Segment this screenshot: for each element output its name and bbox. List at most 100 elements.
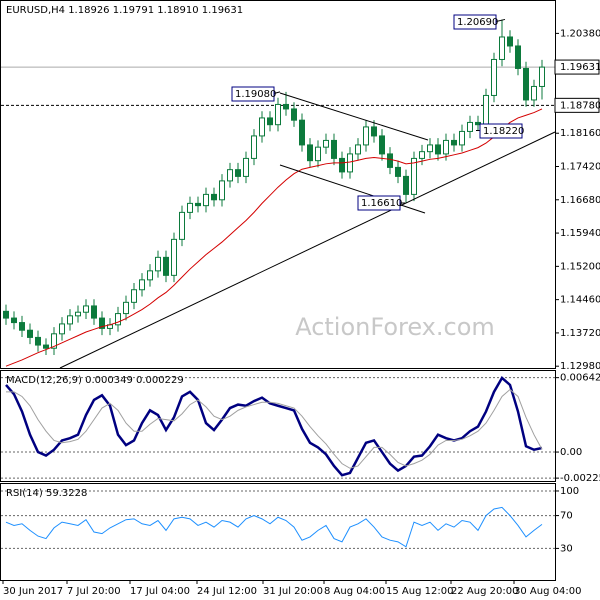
candle-body [155,256,161,272]
x-tick-label: 24 Jul 12:00 [197,586,257,597]
annotation-label: 1.16610 [361,198,402,209]
candle-body [291,108,297,121]
candle-body [443,139,449,155]
candle-body [123,301,129,315]
candle-body [211,193,217,201]
candle-body [243,157,249,177]
candle-body [363,126,369,146]
watermark: ActionForex.com [295,313,495,341]
annotation-label: 1.20690 [457,17,498,28]
y-tick-label: 0.00 [560,447,582,458]
candle-body [331,139,337,159]
candle-body [275,103,281,126]
y-tick-label: 100 [560,486,579,497]
y-tick-label: 1.14460 [560,295,600,306]
moving-average [5,108,543,367]
candle-body [507,36,513,47]
candle-body [459,130,465,146]
candle-body [195,202,201,207]
candle-body [35,336,41,346]
annotation-box [231,86,275,102]
y-tick-label: 1.13720 [560,328,600,339]
candle-body [387,153,393,168]
candle-body [531,85,537,101]
candle-body [323,139,329,148]
rsi-title: RSI(14) 59.3228 [6,488,87,499]
level-box [554,97,600,113]
y-tick-label: 0.006425 [560,373,600,384]
candle-body [51,333,57,349]
candle-body [251,135,257,159]
x-tick-label: 8 Aug 04:00 [324,586,385,597]
candle-body [347,153,353,173]
x-tick-label: 22 Aug 20:00 [451,586,518,597]
candle-body [523,67,529,101]
y-tick-label: 1.15200 [560,261,600,272]
y-tick-label: 30 [560,543,573,554]
candle-body [499,36,505,60]
candle-body [419,151,425,159]
y-tick-label: 1.18160 [560,128,600,139]
candle-body [491,58,497,96]
candle-body [339,157,345,173]
y-tick-label: 1.16680 [560,195,600,206]
y-tick-label: -0.002251 [560,473,600,484]
candle-body [235,169,241,177]
frames [0,0,556,581]
candle-body [171,238,177,276]
candle-body [467,121,473,132]
candle-body [67,315,73,325]
x-tick-label: 30 Jun 2017 [3,586,63,597]
channel-top [279,92,429,141]
annotation-box [479,123,523,139]
candle-body [59,323,65,335]
candle-body [147,270,153,281]
rsi-frame [0,483,556,581]
candle-body [539,66,545,87]
annotation-box [453,14,497,30]
chart-title: EURUSD,H4 1.18926 1.19791 1.18910 1.1963… [6,5,243,16]
last-price-label: 1.19631 [560,62,600,73]
candle-body [219,180,225,201]
candle-body [163,256,169,276]
level-label: 1.18780 [560,100,600,111]
candle-body [131,289,137,303]
indicator-line [5,506,543,548]
candle-body [371,126,377,137]
candle-body [451,139,457,146]
macd-frame [0,370,556,482]
x-tick-label: 31 Jul 20:00 [263,586,323,597]
price-layer [1,19,555,367]
x-tick-label: 15 Aug 12:00 [386,586,453,597]
x-tick-label: 17 Jul 04:00 [130,586,190,597]
candle-body [203,193,209,207]
candle-body [187,202,193,213]
candle-body [283,103,289,110]
price-frame [0,0,556,369]
annotation-label: 1.19080 [235,89,276,100]
candle-body [139,279,145,291]
macd-title: MACD(12,26,9) 0.000349 0.000229 [6,375,184,386]
candle-body [11,317,17,324]
indicator-line [6,388,543,469]
candle-body [379,135,385,155]
candle-body [427,144,433,153]
candle-body [403,175,409,195]
candle-body [267,117,273,126]
candle-body [395,166,401,177]
candle-body [19,322,25,331]
candle-body [259,117,265,137]
candle-body [299,119,305,146]
candle-body [3,310,9,319]
y-tick-label: 1.15940 [560,228,600,239]
y-tick-label: 1.12980 [560,361,600,372]
annotation-label: 1.18220 [483,126,524,137]
candle-body [227,169,233,182]
candle-body [315,146,321,162]
candle-body [75,311,81,317]
y-tick-label: 1.17420 [560,162,600,173]
candle-body [435,144,441,155]
candle-body [43,344,49,349]
candle-body [91,305,97,319]
